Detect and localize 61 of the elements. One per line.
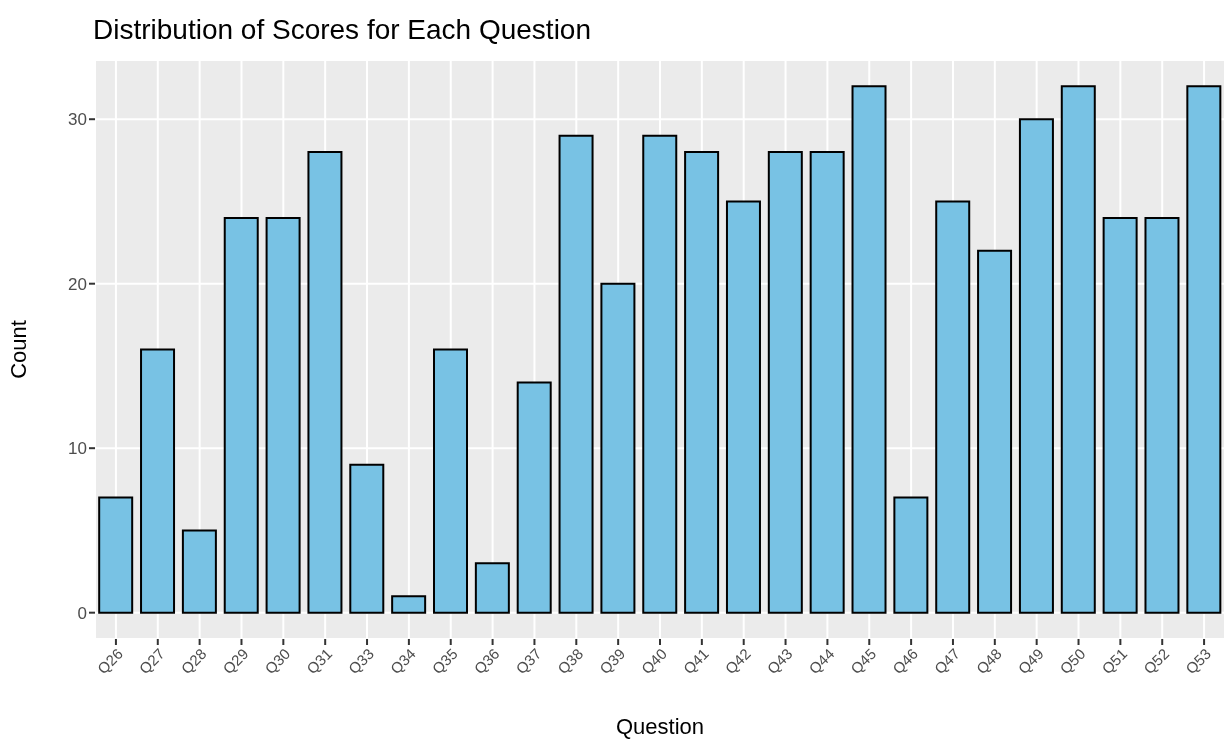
x-tick-label: Q34 (386, 644, 419, 678)
x-tick-label: Q26 (93, 644, 126, 678)
x-tick-label: Q36 (470, 644, 503, 678)
bar (642, 134, 678, 614)
x-tick-label: Q30 (261, 644, 294, 678)
x-tick-label: Q39 (596, 644, 629, 678)
bar (935, 200, 971, 614)
x-tick-label: Q33 (344, 644, 378, 678)
x-tick-label: Q42 (721, 644, 754, 678)
x-tick-label: Q28 (177, 644, 210, 678)
bar (307, 151, 343, 614)
bar (181, 529, 217, 614)
bar (433, 348, 468, 614)
x-tick-label: Q47 (930, 644, 963, 678)
x-tick-label: Q31 (303, 644, 336, 678)
bar (223, 216, 259, 614)
bar (725, 200, 761, 614)
bar (809, 151, 845, 614)
x-tick-label: Q35 (428, 644, 461, 678)
y-tick-label: 30 (68, 110, 87, 130)
x-tick-label: Q43 (763, 644, 796, 678)
x-tick-label: Q41 (679, 644, 712, 678)
bar (474, 562, 510, 614)
bar (558, 134, 594, 614)
y-tick-label: 0 (77, 603, 87, 623)
y-tick-label: 10 (68, 439, 87, 459)
bar (600, 282, 636, 614)
bar (516, 381, 552, 614)
x-tick-label: Q37 (512, 644, 545, 678)
chart-title: Distribution of Scores for Each Question (92, 13, 592, 47)
bar (1018, 118, 1054, 614)
x-tick-label: Q51 (1098, 644, 1131, 678)
x-tick-label: Q38 (554, 644, 587, 678)
x-tick-label: Q44 (805, 644, 838, 678)
y-axis-title: Count (5, 320, 31, 379)
x-tick-label: Q50 (1056, 644, 1089, 678)
bar (140, 348, 176, 614)
bar (1186, 85, 1222, 614)
x-axis-title: Question (615, 714, 705, 739)
x-tick-label: Q45 (847, 644, 880, 678)
bar (1060, 85, 1096, 614)
x-tick-label: Q29 (219, 644, 252, 678)
bar (851, 85, 887, 614)
bar (265, 216, 301, 614)
bar (349, 463, 385, 614)
bar (893, 496, 929, 614)
bar (1144, 216, 1180, 614)
bar (391, 595, 427, 614)
bar (977, 249, 1013, 614)
x-tick-label: Q40 (637, 644, 671, 678)
x-tick-label: Q53 (1182, 644, 1215, 678)
x-tick-label: Q52 (1140, 644, 1173, 678)
x-tick-label: Q27 (135, 644, 168, 678)
x-tick-label: Q48 (972, 644, 1005, 678)
y-tick-label: 20 (68, 274, 87, 294)
x-tick-label: Q49 (1014, 644, 1047, 678)
bar (767, 151, 803, 614)
bar (684, 151, 720, 614)
bar (98, 496, 134, 614)
bar (1102, 216, 1138, 614)
x-tick-label: Q46 (889, 644, 922, 678)
